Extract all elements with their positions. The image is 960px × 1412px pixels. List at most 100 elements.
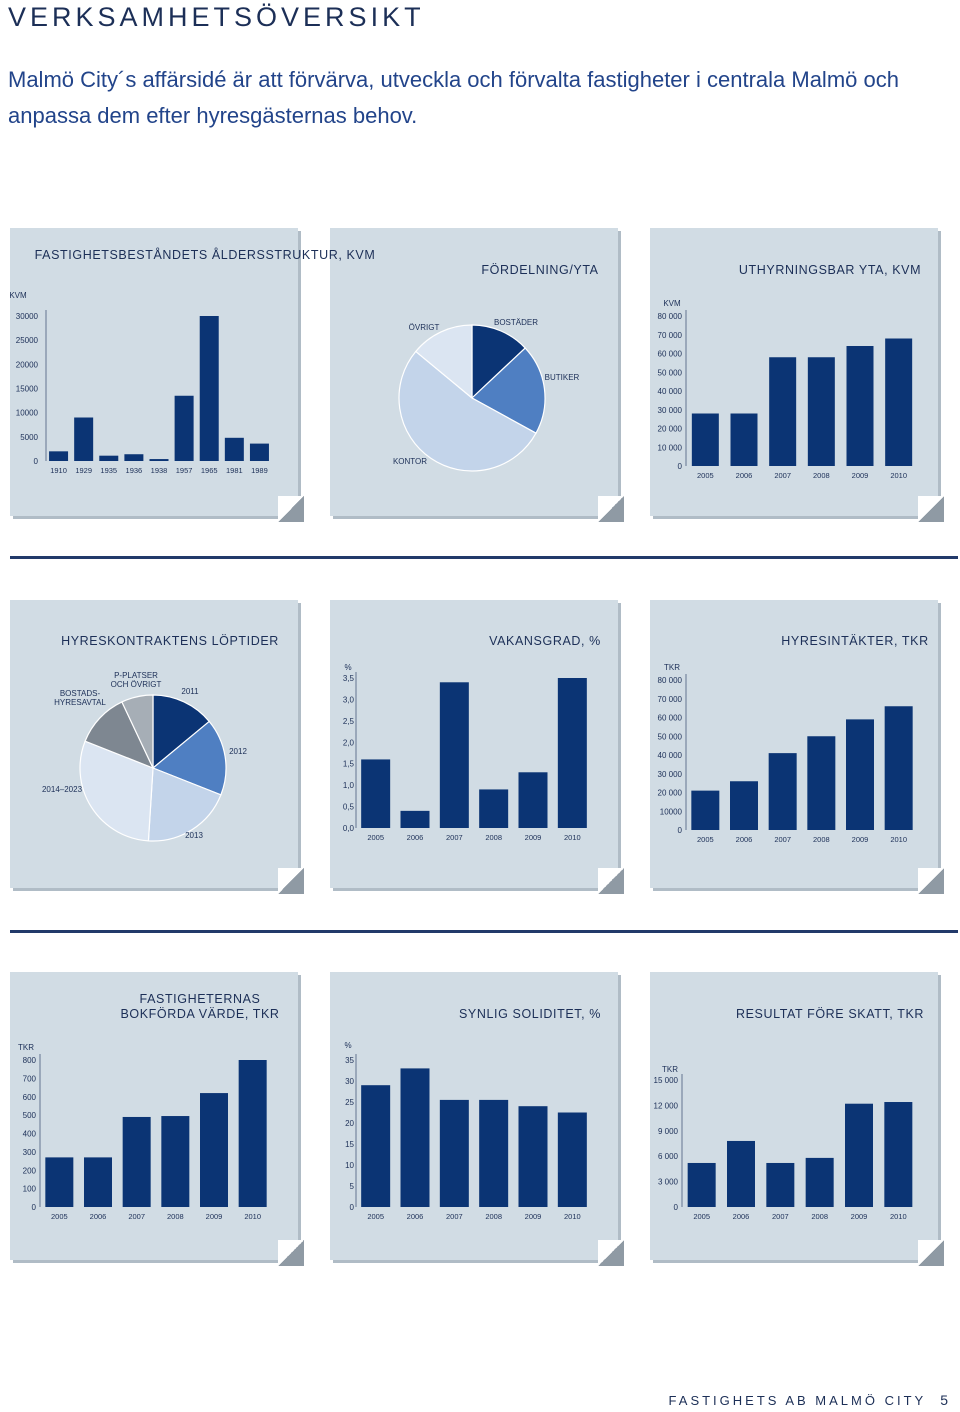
pie-slice-label: 2013 [185, 831, 203, 840]
x-tick-label: 2006 [736, 835, 753, 844]
bar [122, 1116, 151, 1207]
bar [557, 678, 587, 828]
chart-title: HYRESINTÄKTER, TKR [781, 634, 929, 648]
y-tick-label: 80 000 [658, 676, 683, 685]
y-tick-label: 0 [678, 462, 683, 471]
chart-title: UTHYRNINGSBAR YTA, KVM [738, 263, 922, 277]
y-tick-label: 35 [345, 1056, 354, 1065]
bar [49, 451, 69, 461]
page-title: VERKSAMHETSÖVERSIKT [8, 2, 425, 32]
bar [199, 316, 219, 461]
bar [45, 1157, 74, 1207]
section-divider [10, 930, 958, 933]
y-tick-label: 50 000 [658, 732, 683, 741]
bar [161, 1116, 190, 1207]
y-tick-label: 20 000 [658, 789, 683, 798]
bar [238, 1060, 267, 1207]
chart-title: VAKANSGRAD, % [489, 634, 601, 648]
bar [885, 338, 913, 466]
distribution-pie-chart: BOSTÄDER BUTIKER KONTOR ÖVRIGT [393, 318, 580, 472]
x-tick-label: 2008 [813, 835, 830, 844]
y-tick-label: 500 [23, 1111, 37, 1120]
y-tick-label: 0 [32, 1203, 37, 1212]
pie-slice [471, 324, 527, 400]
bar [224, 437, 244, 461]
y-tick-label: 20 [345, 1119, 354, 1128]
bar [730, 781, 758, 830]
bar [769, 357, 797, 466]
y-tick-label: 50 000 [658, 368, 683, 377]
y-tick-label: 25000 [16, 336, 39, 345]
bar [768, 753, 797, 830]
y-tick-label: 12 000 [654, 1101, 679, 1110]
x-tick-label: 2009 [852, 835, 869, 844]
y-axis-unit: KVM [663, 299, 681, 308]
y-tick-label: 200 [23, 1166, 37, 1175]
bar [807, 736, 836, 830]
x-tick-label: 2007 [446, 833, 463, 842]
chart-title: SYNLIG SOLIDITET, % [459, 1007, 601, 1021]
x-tick-label: 2007 [774, 471, 791, 480]
x-tick-label: 2010 [244, 1212, 261, 1221]
pie-slice [147, 767, 222, 842]
y-axis-unit: % [344, 663, 351, 672]
pie-slice-label: 2012 [229, 747, 247, 756]
x-tick-label: 2010 [890, 835, 907, 844]
y-tick-label: 60 000 [658, 714, 683, 723]
y-tick-label: 40 000 [658, 751, 683, 760]
x-tick-label: 2005 [697, 835, 714, 844]
y-tick-label: 40 000 [658, 387, 683, 396]
x-tick-label: 2005 [693, 1212, 710, 1221]
x-tick-label: 2009 [525, 1212, 542, 1221]
pie-slice [151, 720, 227, 796]
y-tick-label: 0 [678, 826, 683, 835]
y-tick-label: 300 [23, 1148, 37, 1157]
y-tick-label: 20 000 [658, 425, 683, 434]
x-tick-label: 1981 [226, 466, 243, 475]
bar [846, 346, 874, 466]
x-tick-label: 2006 [407, 833, 424, 842]
age-structure-chart: KVM 0 5000 10000 15000 20000 25000 30000 1910 192… [9, 291, 269, 475]
profit-chart: TKR 0 3 000 6 000 9 000 12 000 15 000 2005 2006 2… [654, 1065, 913, 1221]
y-tick-label: 6 000 [658, 1152, 679, 1161]
y-tick-label: 600 [23, 1093, 37, 1102]
x-tick-label: 2008 [167, 1212, 184, 1221]
x-tick-label: 2008 [811, 1212, 828, 1221]
bar [687, 1162, 716, 1207]
y-tick-label: 30 000 [658, 770, 683, 779]
y-tick-label: 0 [34, 457, 39, 466]
y-tick-label: 60 000 [658, 350, 683, 359]
bar [691, 413, 719, 466]
y-tick-label: 70 000 [658, 331, 683, 340]
pie-slice-label: BOSTÄDER [494, 318, 538, 327]
x-tick-label: 2007 [128, 1212, 145, 1221]
x-tick-label: 1989 [251, 466, 268, 475]
bar [730, 413, 758, 466]
chart-title: HYRESKONTRAKTENS LÖPTIDER [61, 634, 279, 648]
chart-panel-age-structure [10, 228, 304, 522]
x-tick-label: 2009 [851, 1212, 868, 1221]
x-tick-label: 2006 [733, 1212, 750, 1221]
y-tick-label: 30 000 [658, 406, 683, 415]
y-tick-label: 3,0 [343, 695, 355, 704]
x-tick-label: 2009 [852, 471, 869, 480]
x-tick-label: 2010 [564, 833, 581, 842]
pie-slice-label: BUTIKER [545, 373, 580, 382]
y-tick-label: 10000 [660, 807, 683, 816]
bar [479, 789, 509, 828]
y-tick-label: 2,5 [343, 717, 355, 726]
x-tick-label: 1938 [151, 466, 168, 475]
bar [691, 790, 720, 830]
pie-slice-label: 2014–2023 [42, 785, 83, 794]
x-tick-label: 2010 [564, 1212, 581, 1221]
x-tick-label: 2008 [813, 471, 830, 480]
bar [174, 395, 194, 461]
bar [518, 772, 548, 828]
y-tick-label: 5000 [20, 433, 38, 442]
bar [518, 1106, 548, 1207]
bar [361, 1085, 391, 1207]
y-tick-label: 1,0 [343, 781, 355, 790]
y-tick-label: 30000 [16, 312, 39, 321]
bar [766, 1162, 795, 1207]
x-tick-label: 1965 [201, 466, 218, 475]
